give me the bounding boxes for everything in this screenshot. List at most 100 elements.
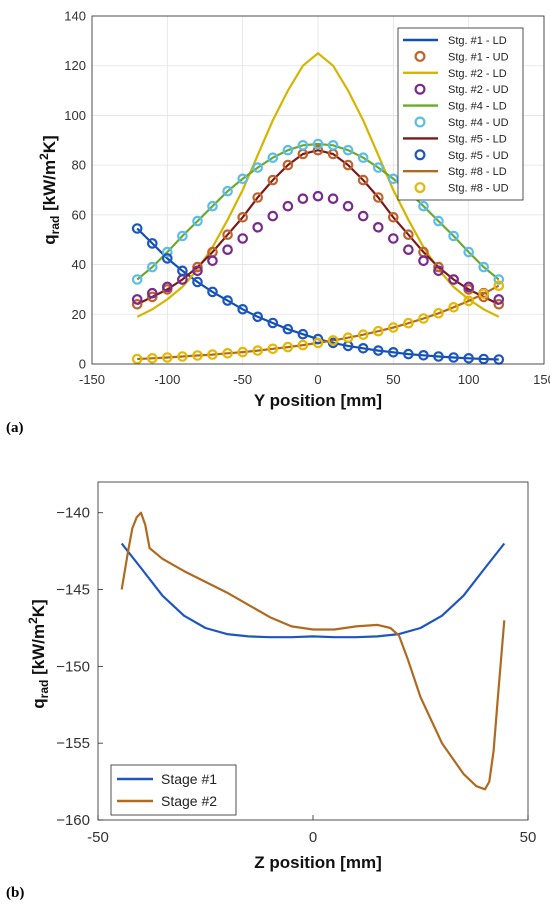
chart-a-ytick-label: 20 <box>72 307 86 322</box>
chart-b-ylabel: qrad [kW/m2K] <box>26 599 51 708</box>
chart-a-series-1-point <box>387 212 399 223</box>
chart-a-series-3-point <box>433 265 444 277</box>
chart-a-series-1-point <box>372 192 384 203</box>
chart-a-ticks: -150 -100 -50 0 50 100 150 0 20 40 60 80 100 120 140 <box>64 9 550 388</box>
chart-a-series-9-point <box>147 352 158 364</box>
chart-a-ytick-label: 100 <box>64 108 86 123</box>
chart-a-series-5-point <box>493 274 505 285</box>
chart-b-xtick-label: 0 <box>309 829 317 846</box>
chart-a-series-3-point <box>312 190 324 202</box>
chart-a-series-9-point <box>131 353 143 365</box>
chart-a-series-5-point <box>312 138 324 150</box>
chart-a-series-7-point <box>252 311 264 323</box>
chart-b-ticks: -50 0 50 −160 −155 −150 −145 −140 <box>56 505 536 846</box>
chart-a-series-1-point <box>282 159 294 171</box>
chart-a-series-3-point <box>448 274 459 285</box>
chart-a-legend-label: Stg. #1 - UD <box>448 51 509 63</box>
chart-a-series-3-point <box>342 200 354 212</box>
chart-b-series <box>120 511 506 791</box>
chart-a-legend-label: Stg. #1 - LD <box>448 35 507 47</box>
chart-a-series-9-point <box>162 352 173 363</box>
chart-a-series-9-point <box>493 280 505 291</box>
chart-a-ytick-label: 60 <box>72 207 86 222</box>
chart-a-series-1-point <box>147 291 158 303</box>
chart-a-series-5-point <box>222 185 233 197</box>
chart-a-ytick-label: 120 <box>64 58 86 73</box>
chart-a-series-7-point <box>131 223 143 234</box>
chart-a-series-9-point <box>387 322 399 333</box>
chart-a-xtick-label: -50 <box>233 372 252 387</box>
chart-a-series-7-point <box>267 317 279 329</box>
chart-a-series-7-point <box>433 351 444 362</box>
chart-a-series-5-point <box>177 230 188 242</box>
chart-a-series-3-point <box>493 294 505 305</box>
chart-a-series-5-point <box>252 162 264 173</box>
chart-a-series-9-point <box>372 325 384 337</box>
chart-a-legend: Stg. #1 - LD Stg. #1 - UD Stg. #2 - LD Stg.… <box>397 27 524 201</box>
chart-a-legend-label: Stg. #8 - UD <box>448 183 509 195</box>
chart-b-legend-label: Stage #1 <box>161 771 217 787</box>
chart-a-series-3-point <box>162 281 173 293</box>
chart-a-series-5-point <box>478 261 489 273</box>
chart-a-series-1-point <box>131 298 143 310</box>
chart-a-series-9-point <box>282 341 294 353</box>
chart-a-series-7-point <box>237 303 248 315</box>
chart-a-series-3-point <box>147 287 158 299</box>
chart-a-series-9-point <box>448 301 459 313</box>
chart-a-series-1-point <box>403 229 414 240</box>
chart-a-series <box>131 51 505 365</box>
chart-a-series-7-point <box>177 265 188 277</box>
chart-a-legend-label: Stg. #4 - UD <box>448 117 509 129</box>
chart-a-series-3-point <box>297 193 309 204</box>
chart-a-ytick-label: 40 <box>72 257 86 272</box>
chart-a-series-1-point <box>357 174 369 186</box>
chart-a-series-9-point <box>403 317 414 329</box>
chart-a-series-5-point <box>131 274 143 285</box>
chart-a-series-5-point <box>162 246 173 258</box>
chart-b: -50 0 50 −160 −155 −150 −145 −140 Z position [m… <box>26 481 536 872</box>
chart-a-series-line-4 <box>136 142 500 281</box>
chart-a-xtick-label: 100 <box>458 372 480 387</box>
chart-a-axes-frame <box>91 15 545 365</box>
chart-a-series-5-point <box>147 261 158 273</box>
chart-a-series-3-point <box>207 255 218 267</box>
chart-a-xtick-label: 150 <box>533 372 550 387</box>
chart-b-xlabel: Z position [mm] <box>254 853 381 872</box>
chart-a-series-3-point <box>327 193 339 204</box>
chart-a-series-7-point <box>282 323 294 335</box>
chart-b-ytick-label: −140 <box>56 505 90 522</box>
chart-a-series-5-point <box>207 200 218 212</box>
chart-a-series-9-point <box>418 313 429 324</box>
chart-a-series-9-point <box>433 307 444 319</box>
chart-a-series-5-point <box>297 140 309 151</box>
chart-a-series-5-point <box>463 246 474 258</box>
chart-a-legend-label: Stg. #4 - LD <box>448 101 507 113</box>
chart-a-series-9-point <box>252 345 264 356</box>
chart-a-series-line-2 <box>136 51 500 318</box>
chart-a-series-7-point <box>192 276 203 288</box>
chart-a-series-1-point <box>433 261 444 273</box>
chart-a-series-1-point <box>267 174 279 186</box>
chart-a-series-5-point <box>448 230 459 242</box>
chart-a-series-9-point <box>192 350 203 361</box>
chart-a-series-3-point <box>418 255 429 267</box>
chart-a-ytick-label: 0 <box>79 357 86 372</box>
chart-b-ytick-label: −150 <box>56 658 90 675</box>
chart-a-legend-swatch <box>414 149 426 161</box>
chart-a-series-7-point <box>147 238 158 249</box>
chart-a-series-5-point <box>357 152 369 163</box>
chart-a-series-9-point <box>267 343 279 355</box>
chart-a-xtick-label: 0 <box>314 372 321 387</box>
chart-a-xtick-label: -150 <box>79 372 105 387</box>
panel-a-label: (a) <box>6 420 24 436</box>
chart-a-ytick-label: 80 <box>72 158 86 173</box>
chart-a-series-5-point <box>387 173 399 185</box>
chart-a-legend-swatch <box>414 83 426 95</box>
chart-a-series-7-point <box>357 342 369 354</box>
chart-a-ylabel: qrad [kW/m2K] <box>37 135 62 244</box>
chart-a-legend-swatch <box>414 50 426 62</box>
chart-a-series-1-point <box>222 229 233 240</box>
chart-a-legend-swatch <box>414 182 426 194</box>
chart-a-series-7-point <box>478 353 489 365</box>
